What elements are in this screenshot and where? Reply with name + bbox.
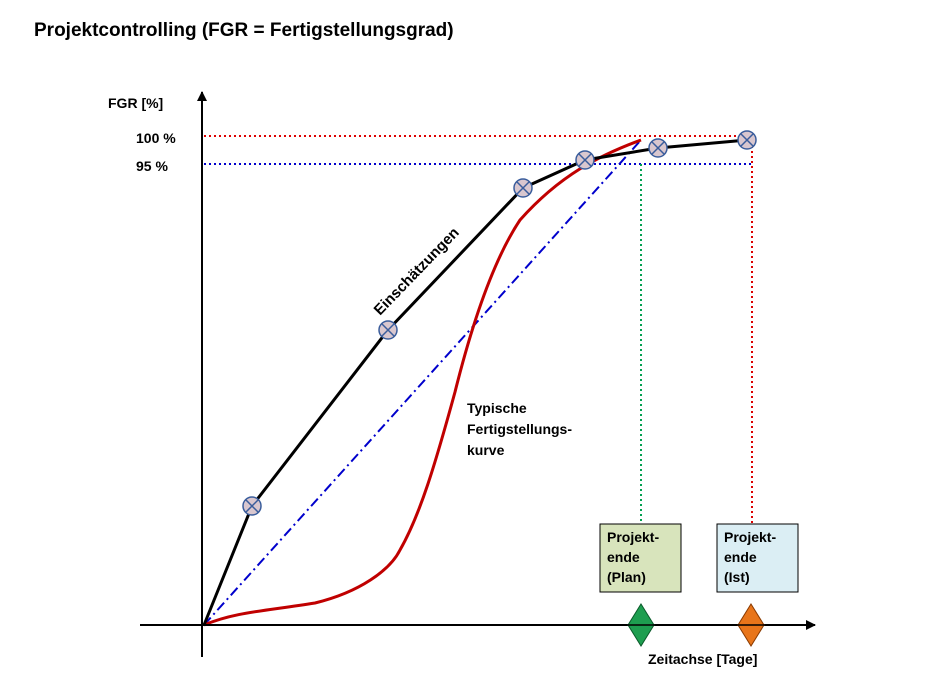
plan-end-label-line-2: ende bbox=[607, 549, 640, 565]
actual-end-label-line-2: ende bbox=[724, 549, 757, 565]
actual-end-label-line-1: Projekt- bbox=[724, 529, 776, 545]
page-title: Projektcontrolling (FGR = Fertigstellung… bbox=[34, 20, 454, 41]
typical-completion-curve bbox=[203, 138, 642, 627]
typical-curve-label: Typische Fertigstellungs- kurve bbox=[467, 400, 576, 458]
plan-end-box bbox=[599, 523, 682, 593]
plan-end-diamond bbox=[627, 603, 655, 647]
actual-end-label: Projekt- ende (Ist) bbox=[724, 529, 780, 585]
x-axis-label: Zeitachse [Tage] bbox=[648, 651, 757, 667]
typical-curve-label-line-3: kurve bbox=[467, 442, 505, 458]
plan-end-label-line-1: Projekt- bbox=[607, 529, 659, 545]
plan-end-label-line-3: (Plan) bbox=[607, 569, 646, 585]
actual-end-box bbox=[716, 523, 799, 593]
estimate-marker bbox=[378, 320, 398, 340]
estimate-marker bbox=[737, 130, 757, 150]
estimate-marker bbox=[648, 138, 668, 158]
typical-curve-label-line-1: Typische bbox=[467, 400, 527, 416]
estimate-marker bbox=[242, 496, 262, 516]
actual-end-diamond bbox=[737, 603, 765, 647]
actual-end-label-line-3: (Ist) bbox=[724, 569, 750, 585]
plan-end-label: Projekt- ende (Plan) bbox=[607, 529, 663, 585]
tick-95-label: 95 % bbox=[136, 158, 168, 174]
estimate-marker bbox=[513, 178, 533, 198]
estimate-marker bbox=[575, 150, 595, 170]
tick-100-label: 100 % bbox=[136, 130, 176, 146]
estimates-label: Einschätzungen bbox=[371, 224, 463, 319]
plan-dashdot-line bbox=[203, 139, 642, 626]
y-axis-label: FGR [%] bbox=[108, 95, 163, 111]
typical-curve-label-line-2: Fertigstellungs- bbox=[467, 421, 572, 437]
